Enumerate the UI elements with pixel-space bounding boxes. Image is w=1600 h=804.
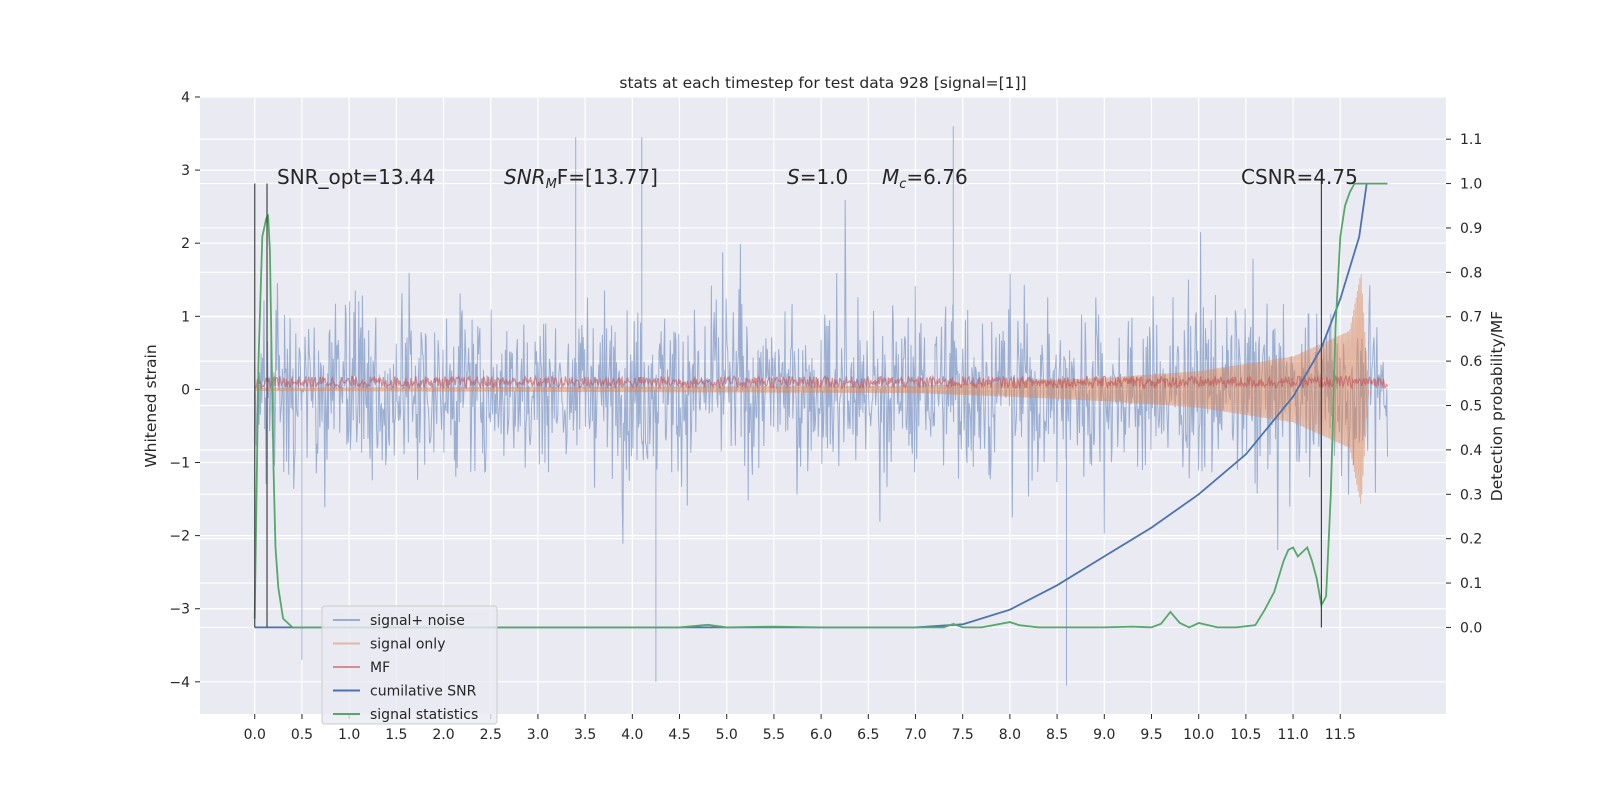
x-tick-label: 1.0 xyxy=(338,727,360,743)
annotation-s: S=1.0 xyxy=(787,165,848,189)
x-tick-label: 11.5 xyxy=(1325,727,1356,743)
y-tick-label: −4 xyxy=(169,675,190,691)
annotations: SNR_opt=13.44 SNRMF=[13.77] S=1.0 Mc=6.7… xyxy=(277,165,1358,192)
x-tick-label: 10.5 xyxy=(1230,727,1261,743)
mc-value: =6.76 xyxy=(906,165,967,189)
y-tick-label: 0 xyxy=(181,382,190,398)
x-tick-label: 2.5 xyxy=(480,727,502,743)
x-tick-label: 5.0 xyxy=(716,727,738,743)
x-tick-label: 7.0 xyxy=(904,727,926,743)
y-tick-label: 4 xyxy=(181,90,190,106)
signal-plus-noise-line xyxy=(254,126,1388,686)
legend-box xyxy=(321,605,498,725)
x-tick-label: 6.5 xyxy=(857,727,879,743)
x-tick-label: 5.5 xyxy=(763,727,785,743)
legend-label: MF xyxy=(370,660,390,676)
y-right-tick-label: 0.7 xyxy=(1460,310,1482,326)
x-tick-label: 11.0 xyxy=(1277,727,1308,743)
y-right-tick-label: 0.9 xyxy=(1460,221,1482,237)
cumulative-snr-line xyxy=(254,183,1368,629)
x-tick-label: 7.5 xyxy=(952,727,974,743)
mc-subscript: c xyxy=(899,177,906,192)
y-right-tick-label: 0.4 xyxy=(1460,443,1482,459)
x-tick-label: 8.5 xyxy=(1046,727,1068,743)
legend-label: signal statistics xyxy=(370,707,478,723)
y-right-tick-label: 0.2 xyxy=(1460,532,1482,548)
y-axis-label: Whitened strain xyxy=(142,344,160,467)
signal-statistics-line xyxy=(253,182,1388,629)
y-right-tick-label: 0.8 xyxy=(1460,265,1482,281)
x-tick-label: 10.0 xyxy=(1183,727,1214,743)
x-tick-label: 1.5 xyxy=(385,727,407,743)
plot-area xyxy=(253,126,1389,686)
tick-labels: 0.0 0.5 1.0 1.5 2.0 2.5 3.0 3.5 4.0 4.5 5.0 5.5 6.0 6… xyxy=(169,90,1482,743)
y-right-tick-label: 1.0 xyxy=(1460,177,1482,193)
y-tick-label: −1 xyxy=(169,456,190,472)
mc-symbol: M xyxy=(882,165,899,189)
y-right-tick-label: 0.5 xyxy=(1460,399,1482,415)
x-tick-label: 2.0 xyxy=(432,727,454,743)
snr-mf-symbol: SNR xyxy=(504,165,546,189)
annotation-snr-mf: SNRMF=[13.77] xyxy=(504,165,658,192)
x-tick-label: 8.0 xyxy=(999,727,1021,743)
mf-line xyxy=(254,374,1389,391)
y-right-tick-label: 0.0 xyxy=(1460,620,1482,636)
y-right-tick-label: 0.3 xyxy=(1460,487,1482,503)
x-tick-label: 0.0 xyxy=(244,727,266,743)
snr-mf-subscript: M xyxy=(546,177,557,192)
annotation-csnr: CSNR=4.75 xyxy=(1241,165,1358,189)
x-tick-label: 0.5 xyxy=(291,727,313,743)
y-axis-right-label: Detection probability/MF xyxy=(1488,311,1506,502)
s-symbol: S xyxy=(787,165,800,189)
snr-mf-value: F=[13.77] xyxy=(557,165,658,189)
x-tick-label: 9.5 xyxy=(1140,727,1162,743)
legend-label: signal only xyxy=(370,637,445,653)
x-tick-label: 3.0 xyxy=(527,727,549,743)
y-right-tick-label: 0.6 xyxy=(1460,354,1482,370)
legend-label: signal+ noise xyxy=(370,613,465,629)
chart-title: stats at each timestep for test data 928… xyxy=(619,74,1026,92)
s-value: =1.0 xyxy=(800,165,849,189)
y-tick-label: 3 xyxy=(181,163,190,179)
y-right-tick-label: 1.1 xyxy=(1460,132,1482,148)
x-tick-label: 9.0 xyxy=(1093,727,1115,743)
y-tick-label: 1 xyxy=(181,309,190,325)
y-tick-label: −3 xyxy=(169,602,190,618)
y-right-tick-label: 0.1 xyxy=(1460,576,1482,592)
y-tick-label: 2 xyxy=(181,236,190,252)
x-tick-label: 4.5 xyxy=(668,727,690,743)
x-tick-label: 6.0 xyxy=(810,727,832,743)
legend: signal+ noise signal only MF cumilative SNR… xyxy=(321,605,498,725)
annotation-snr-opt: SNR_opt=13.44 xyxy=(277,165,435,189)
y-tick-label: −2 xyxy=(169,529,190,545)
annotation-mc: Mc=6.76 xyxy=(882,165,968,192)
x-tick-label: 3.5 xyxy=(574,727,596,743)
x-tick-label: 4.0 xyxy=(621,727,643,743)
legend-label: cumilative SNR xyxy=(370,684,477,700)
